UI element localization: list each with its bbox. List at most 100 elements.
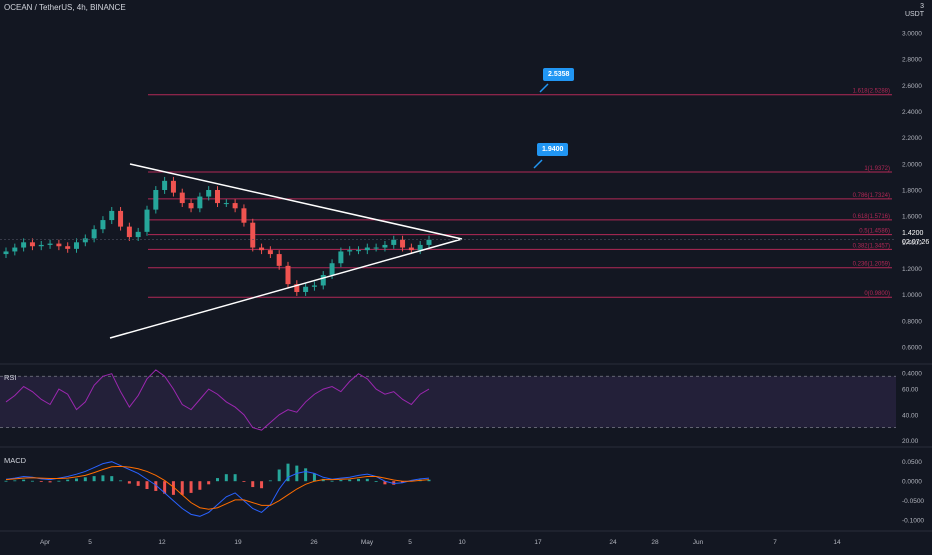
candle-body — [373, 247, 379, 249]
axis-unit-label: USDT — [904, 11, 924, 18]
fib-level-label: 0.5(1.4586) — [859, 229, 890, 235]
macd-histogram-bar — [348, 479, 352, 482]
x-tick-label: 5 — [88, 539, 92, 546]
x-tick-label: 28 — [651, 539, 659, 546]
macd-histogram-bar — [83, 477, 87, 482]
macd-histogram-bar — [110, 476, 114, 482]
macd-y-tick-label: -0.1000 — [902, 518, 924, 525]
macd-histogram-bar — [401, 481, 405, 483]
candle-body — [426, 239, 432, 245]
candle-body — [179, 192, 185, 204]
callout-target-2[interactable]: 1.9400 — [537, 143, 569, 156]
y-tick-label: 1.8000 — [902, 188, 922, 195]
x-tick-label: Apr — [40, 539, 51, 546]
macd-histogram-bar — [207, 481, 211, 485]
candle-body — [38, 244, 44, 247]
candle-body — [303, 286, 309, 292]
candle-body — [356, 250, 361, 252]
candle-body — [197, 196, 203, 209]
candle-body — [82, 238, 88, 243]
candle-body — [223, 203, 229, 205]
candle-body — [153, 190, 159, 210]
x-tick-label: 12 — [158, 539, 166, 546]
macd-histogram-bar — [224, 474, 228, 482]
macd-histogram-bar — [163, 481, 167, 494]
y-tick-label: 1.0000 — [902, 292, 922, 299]
macd-histogram-bar — [330, 480, 334, 482]
candle-body — [162, 180, 168, 190]
macd-histogram-bar — [30, 480, 34, 482]
candle-body — [65, 246, 71, 249]
candle-body — [215, 190, 220, 204]
macd-histogram-bar — [57, 480, 61, 482]
macd-histogram-bar — [171, 481, 175, 495]
candle-body — [21, 242, 27, 248]
current-price-label: 1.4200 — [902, 230, 924, 237]
macd-line — [5, 461, 430, 517]
macd-histogram-bar — [75, 478, 78, 482]
candle-body — [118, 210, 124, 227]
macd-histogram-bar — [277, 469, 281, 482]
x-tick-label: 26 — [310, 539, 318, 546]
callout-pointer-2 — [533, 159, 543, 169]
fib-level-label: 1.618(2.5288) — [853, 89, 890, 95]
macd-y-tick-label: 0.0500 — [902, 459, 922, 466]
candle-body — [135, 231, 141, 238]
macd-pane-label: MACD — [4, 456, 27, 465]
candle-body — [3, 251, 9, 255]
fib-level-label: 1(1.9372) — [864, 166, 890, 172]
callout-target-1[interactable]: 2.5358 — [543, 68, 575, 81]
candle-body — [408, 247, 414, 251]
countdown-label: 02:07:26 — [902, 239, 930, 246]
candle-body — [329, 263, 335, 275]
candle-body — [391, 239, 397, 245]
macd-histogram-bar — [180, 481, 184, 495]
y-tick-label: 2.6000 — [902, 83, 922, 90]
macd-histogram-bar — [136, 481, 140, 486]
macd-histogram-bar — [66, 479, 70, 482]
macd-histogram-bar — [260, 481, 264, 489]
rsi-y-tick-label: 60.00 — [902, 387, 919, 394]
x-tick-label: May — [361, 539, 374, 546]
chart-title: OCEAN / TetherUS, 4h, BINANCE — [4, 3, 126, 12]
macd-histogram-bar — [48, 481, 52, 483]
candle-body — [338, 251, 344, 264]
rsi-band-fill — [0, 376, 896, 428]
candle-body — [259, 247, 265, 251]
fib-level-label: 0(0.9800) — [864, 291, 890, 297]
y-tick-label: 2.2000 — [902, 135, 922, 142]
macd-histogram-bar — [242, 481, 246, 482]
macd-histogram-bar — [312, 473, 316, 482]
fib-level-label: 0.382(1.3457) — [853, 243, 890, 249]
macd-histogram-bar — [13, 480, 17, 482]
y-tick-label: 0.6000 — [902, 344, 922, 351]
candle-body — [250, 222, 256, 248]
fib-level-label: 0.618(1.5716) — [853, 214, 890, 220]
y-tick-label: 2.0000 — [902, 161, 922, 168]
x-tick-label: 5 — [408, 539, 412, 546]
fib-level-label: 0.236(1.2059) — [853, 262, 890, 268]
macd-histogram-bar — [22, 479, 26, 482]
triangle-upper-line — [129, 163, 463, 240]
candle-body — [126, 226, 132, 238]
macd-histogram-bar — [119, 480, 123, 482]
y-tick-label: 1.4000 — [902, 240, 922, 247]
axis-unit-number: 3 — [920, 3, 924, 10]
candle-body — [417, 244, 423, 251]
candle-body — [12, 247, 18, 252]
candle-body — [320, 275, 326, 286]
macd-histogram-bar — [339, 480, 343, 482]
macd-histogram-bar — [304, 468, 308, 482]
candle-body — [364, 247, 370, 251]
macd-signal-line — [5, 465, 430, 510]
macd-histogram-bar — [154, 481, 158, 491]
macd-histogram-bar — [357, 478, 360, 482]
macd-y-tick-label: -0.0500 — [902, 498, 924, 505]
fib-level-label: 0.786(1.7324) — [853, 193, 890, 199]
candle-body — [285, 265, 291, 285]
macd-histogram-bar — [365, 478, 369, 482]
macd-histogram-bar — [189, 481, 193, 493]
macd-histogram-bar — [268, 480, 272, 482]
